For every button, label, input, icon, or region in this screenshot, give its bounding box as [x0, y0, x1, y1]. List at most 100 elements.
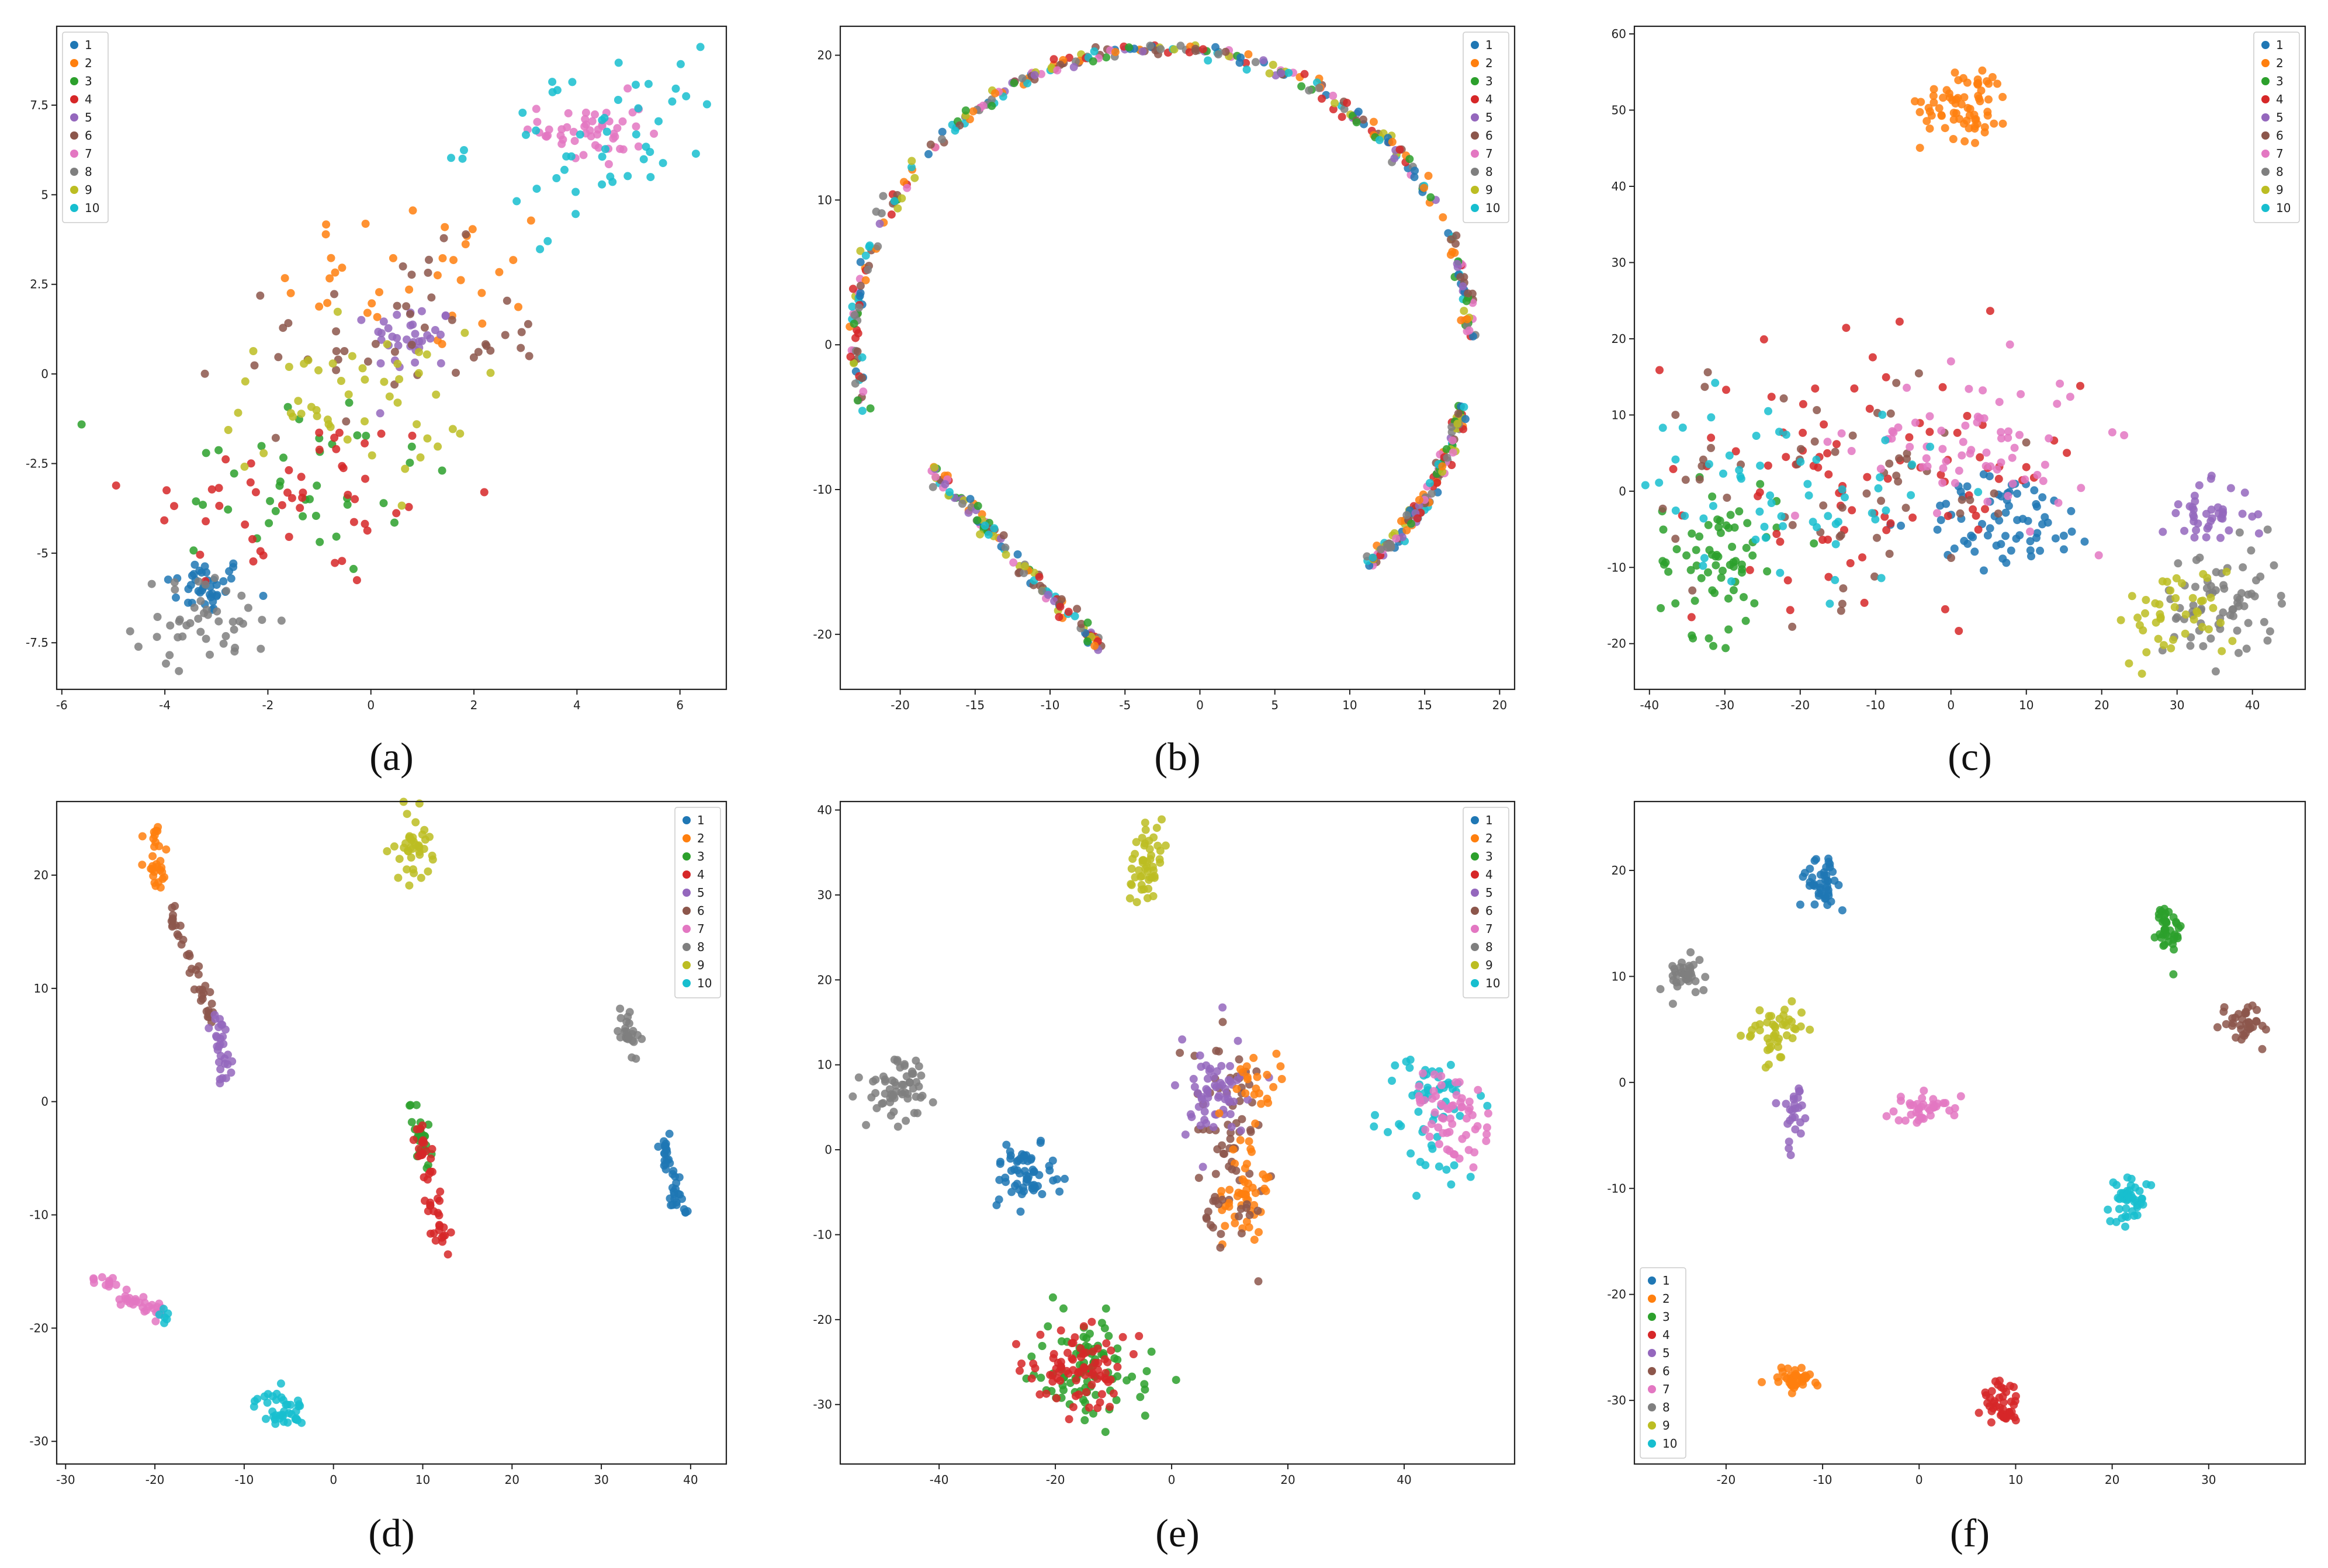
- scatter-point: [1407, 519, 1415, 528]
- scatter-point: [1132, 898, 1141, 907]
- scatter-point: [1724, 594, 1733, 603]
- scatter-point: [1216, 1243, 1225, 1252]
- scatter-point: [438, 466, 446, 475]
- legend-label: 3: [697, 849, 705, 863]
- scatter-point: [461, 240, 470, 248]
- scatter-point: [1416, 1157, 1425, 1166]
- scatter-point: [279, 453, 287, 462]
- scatter-point: [1244, 1179, 1253, 1188]
- scatter-point: [2263, 636, 2272, 645]
- scatter-point: [234, 408, 243, 417]
- legend-label: 5: [2276, 110, 2284, 124]
- scatter-point: [858, 353, 867, 362]
- scatter-point: [352, 576, 361, 585]
- scatter-point: [1878, 411, 1887, 419]
- scatter-point: [1457, 316, 1466, 325]
- scatter-point: [614, 1027, 622, 1035]
- scatter-point: [1215, 1109, 1224, 1118]
- scatter-point: [633, 1031, 642, 1039]
- scatter-point: [1803, 480, 1812, 488]
- scatter-point: [854, 329, 862, 338]
- x-tick-label: -20: [1790, 698, 1810, 712]
- scatter-point: [1483, 1102, 1492, 1110]
- x-tick-label: 10: [2019, 698, 2033, 712]
- y-tick-label: -2.5: [26, 456, 49, 470]
- scatter-point: [425, 255, 433, 264]
- legend-marker: [1648, 1421, 1656, 1430]
- scatter-point: [1790, 511, 1799, 520]
- scatter-point: [1956, 1092, 1965, 1101]
- scatter-point: [1172, 1376, 1180, 1385]
- scatter-point: [262, 1414, 270, 1423]
- scatter-point: [2041, 513, 2049, 522]
- x-tick-label: 2: [470, 698, 478, 712]
- scatter-point: [2198, 596, 2207, 605]
- scatter-point: [2245, 1018, 2253, 1027]
- scatter-point: [571, 188, 580, 196]
- scatter-point: [1938, 478, 1947, 487]
- x-tick-label: -20: [891, 698, 910, 712]
- legend-marker: [1471, 979, 1479, 987]
- legend-marker: [2261, 77, 2270, 85]
- scatter-point: [2222, 567, 2231, 576]
- scatter-point: [902, 1116, 910, 1125]
- legend-marker: [70, 113, 78, 122]
- scatter-point: [168, 916, 177, 924]
- scatter-point: [1957, 100, 1966, 109]
- scatter-point: [379, 499, 388, 508]
- scatter-point: [1698, 462, 1706, 470]
- scatter-point: [460, 146, 468, 154]
- scatter-point: [437, 330, 445, 339]
- scatter-point: [361, 417, 369, 426]
- scatter-point: [1017, 1359, 1026, 1368]
- scatter-point: [1142, 1367, 1151, 1376]
- scatter-point: [1882, 373, 1890, 381]
- scatter-point: [438, 254, 447, 262]
- scatter-point: [1420, 183, 1428, 192]
- scatter-point: [223, 1060, 232, 1069]
- scatter-point: [1915, 107, 1924, 116]
- scatter-point: [517, 328, 526, 337]
- scatter-point: [199, 501, 207, 509]
- scatter-point: [1939, 464, 1948, 473]
- scatter-point: [77, 420, 86, 429]
- subplot-d: -30 -20 -10 0 10 20 30 40-30-20-100102012345678…: [29, 797, 728, 1555]
- scatter-point: [1922, 454, 1931, 463]
- scatter-point: [2174, 559, 2182, 568]
- scatter-point: [976, 530, 985, 539]
- legend-label: 7: [1485, 147, 1493, 161]
- scatter-point: [1881, 436, 1890, 445]
- scatter-point: [1824, 573, 1833, 581]
- scatter-point: [1176, 1049, 1184, 1057]
- scatter-point: [1421, 1125, 1430, 1134]
- scatter-point: [313, 481, 321, 490]
- scatter-point: [1388, 138, 1397, 146]
- scatter-point: [1232, 1085, 1241, 1093]
- scatter-point: [2213, 503, 2222, 512]
- scatter-point: [1699, 986, 1708, 994]
- scatter-point: [1779, 522, 1787, 530]
- scatter-point: [1824, 877, 1832, 886]
- scatter-point: [1990, 119, 1998, 128]
- scatter-point: [393, 334, 401, 342]
- legend-label: 7: [1485, 922, 1493, 936]
- scatter-point: [1944, 512, 1952, 521]
- scatter-point: [1862, 489, 1871, 498]
- scatter-point: [1056, 1362, 1065, 1371]
- scatter-point: [477, 289, 486, 297]
- scatter-point: [284, 319, 293, 328]
- scatter-point: [1484, 1109, 1492, 1118]
- scatter-point: [1937, 111, 1946, 120]
- scatter-point: [1197, 1063, 1205, 1071]
- scatter-point: [338, 263, 347, 272]
- scatter-point: [176, 921, 185, 930]
- scatter-point: [332, 327, 341, 336]
- scatter-point: [2248, 512, 2257, 521]
- scatter-point: [1782, 1099, 1790, 1108]
- scatter-point: [1257, 1099, 1266, 1108]
- scatter-point: [1255, 1228, 1263, 1237]
- scatter-point: [256, 292, 265, 300]
- scatter-point: [1922, 117, 1931, 126]
- scatter-point: [1189, 1074, 1198, 1083]
- scatter-point: [1801, 1114, 1810, 1123]
